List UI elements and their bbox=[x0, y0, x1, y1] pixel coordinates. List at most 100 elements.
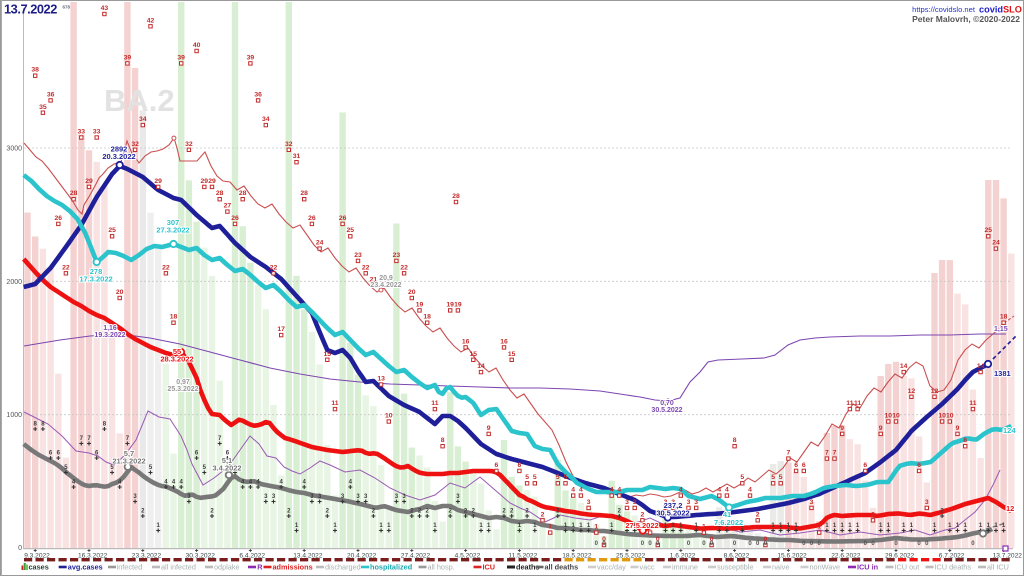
svg-text:13.7.2022: 13.7.2022 bbox=[993, 553, 1023, 560]
svg-text:14: 14 bbox=[900, 363, 908, 370]
svg-text:0: 0 bbox=[710, 536, 714, 543]
svg-text:2: 2 bbox=[449, 509, 453, 515]
svg-text:12: 12 bbox=[1006, 504, 1014, 513]
svg-text:22: 22 bbox=[162, 264, 170, 271]
svg-text:1: 1 bbox=[718, 523, 722, 529]
svg-text:4: 4 bbox=[617, 487, 621, 494]
svg-text:1: 1 bbox=[664, 523, 668, 529]
svg-text:5: 5 bbox=[533, 474, 537, 481]
svg-text:0: 0 bbox=[656, 541, 660, 547]
svg-text:2: 2 bbox=[472, 509, 476, 515]
svg-text:3: 3 bbox=[925, 499, 929, 506]
svg-text:19: 19 bbox=[454, 301, 462, 308]
svg-text:16: 16 bbox=[500, 338, 508, 345]
svg-text:40: 40 bbox=[193, 42, 201, 49]
svg-text:24: 24 bbox=[992, 240, 1000, 247]
svg-text:32: 32 bbox=[185, 141, 193, 148]
svg-text:https://covidslo.net: https://covidslo.net bbox=[912, 5, 976, 14]
svg-text:16.3.2022: 16.3.2022 bbox=[78, 553, 108, 560]
svg-text:18.5.2022: 18.5.2022 bbox=[562, 553, 592, 560]
svg-text:5: 5 bbox=[64, 465, 68, 471]
svg-text:7.6.2022: 7.6.2022 bbox=[714, 518, 743, 527]
svg-text:28: 28 bbox=[300, 190, 308, 197]
svg-text:1: 1 bbox=[856, 523, 860, 529]
svg-text:18: 18 bbox=[170, 314, 178, 321]
svg-text:1: 1 bbox=[679, 523, 683, 529]
svg-text:43: 43 bbox=[101, 5, 109, 12]
svg-text:28: 28 bbox=[239, 190, 247, 197]
svg-text:20: 20 bbox=[116, 289, 124, 296]
svg-text:30.3.2022: 30.3.2022 bbox=[186, 553, 216, 560]
svg-text:1: 1 bbox=[295, 523, 299, 529]
svg-text:0: 0 bbox=[756, 541, 760, 547]
svg-text:0: 0 bbox=[802, 541, 806, 547]
svg-text:27.4.2022: 27.4.2022 bbox=[401, 553, 431, 560]
svg-text:31: 31 bbox=[293, 153, 301, 160]
svg-text:6: 6 bbox=[802, 462, 806, 469]
svg-text:11.5.2022: 11.5.2022 bbox=[508, 553, 537, 560]
svg-text:29: 29 bbox=[154, 178, 162, 185]
svg-text:ICU deaths: ICU deaths bbox=[935, 563, 972, 572]
svg-text:22: 22 bbox=[62, 264, 70, 271]
svg-text:14: 14 bbox=[977, 363, 985, 370]
svg-text:11: 11 bbox=[846, 400, 853, 407]
svg-text:33: 33 bbox=[93, 128, 101, 135]
svg-text:0: 0 bbox=[641, 541, 645, 547]
svg-text:discharged: discharged bbox=[325, 563, 361, 572]
svg-text:0: 0 bbox=[648, 541, 652, 547]
svg-text:9: 9 bbox=[879, 425, 883, 432]
svg-text:1: 1 bbox=[648, 524, 652, 531]
svg-text:2: 2 bbox=[287, 509, 291, 515]
svg-text:0: 0 bbox=[710, 541, 714, 547]
svg-text:1: 1 bbox=[817, 524, 821, 531]
svg-text:vacc: vacc bbox=[640, 563, 655, 572]
svg-text:24: 24 bbox=[316, 240, 324, 247]
svg-text:4: 4 bbox=[164, 480, 168, 486]
svg-text:11: 11 bbox=[431, 400, 438, 407]
svg-text:1: 1 bbox=[879, 523, 883, 529]
svg-text:124: 124 bbox=[1003, 426, 1016, 435]
svg-text:32: 32 bbox=[131, 141, 139, 148]
svg-text:3: 3 bbox=[664, 499, 668, 506]
svg-text:5: 5 bbox=[233, 465, 237, 471]
svg-text:3: 3 bbox=[625, 499, 629, 506]
svg-text:3: 3 bbox=[402, 494, 406, 500]
svg-text:naive: naive bbox=[772, 563, 789, 572]
svg-text:ICU: ICU bbox=[483, 563, 496, 572]
svg-text:33: 33 bbox=[78, 128, 86, 135]
svg-text:ICU in: ICU in bbox=[857, 563, 878, 572]
svg-text:1: 1 bbox=[579, 523, 583, 529]
svg-text:0: 0 bbox=[656, 536, 660, 543]
svg-text:1: 1 bbox=[1002, 523, 1006, 529]
svg-text:1: 1 bbox=[572, 523, 576, 529]
svg-text:21: 21 bbox=[370, 277, 378, 284]
svg-text:1: 1 bbox=[725, 523, 729, 529]
svg-text:4: 4 bbox=[72, 480, 76, 486]
svg-text:1: 1 bbox=[695, 523, 699, 529]
svg-text:6: 6 bbox=[917, 462, 921, 469]
svg-text:4: 4 bbox=[571, 487, 575, 494]
svg-text:1: 1 bbox=[625, 523, 629, 529]
svg-text:10: 10 bbox=[938, 413, 946, 420]
svg-text:1: 1 bbox=[157, 523, 161, 529]
svg-text:4: 4 bbox=[349, 480, 353, 486]
svg-text:6.4.2022: 6.4.2022 bbox=[239, 553, 265, 560]
svg-text:hospitalized: hospitalized bbox=[370, 563, 412, 572]
svg-text:8: 8 bbox=[441, 437, 445, 444]
svg-text:9: 9 bbox=[840, 425, 844, 432]
svg-text:2: 2 bbox=[618, 509, 622, 515]
svg-text:1: 1 bbox=[671, 523, 675, 529]
svg-text:vacc/day: vacc/day bbox=[597, 563, 626, 572]
svg-text:39: 39 bbox=[247, 54, 255, 61]
svg-text:nonWave: nonWave bbox=[810, 563, 841, 572]
svg-text:1: 1 bbox=[387, 523, 391, 529]
svg-text:2: 2 bbox=[940, 509, 944, 515]
svg-text:29: 29 bbox=[208, 178, 216, 185]
svg-text:1: 1 bbox=[794, 523, 798, 529]
svg-text:7: 7 bbox=[787, 450, 791, 457]
svg-text:14: 14 bbox=[477, 363, 485, 370]
svg-text:3: 3 bbox=[633, 499, 637, 506]
svg-text:1: 1 bbox=[987, 523, 991, 529]
svg-text:covidSLO: covidSLO bbox=[979, 5, 1022, 15]
svg-text:41: 41 bbox=[723, 510, 731, 519]
